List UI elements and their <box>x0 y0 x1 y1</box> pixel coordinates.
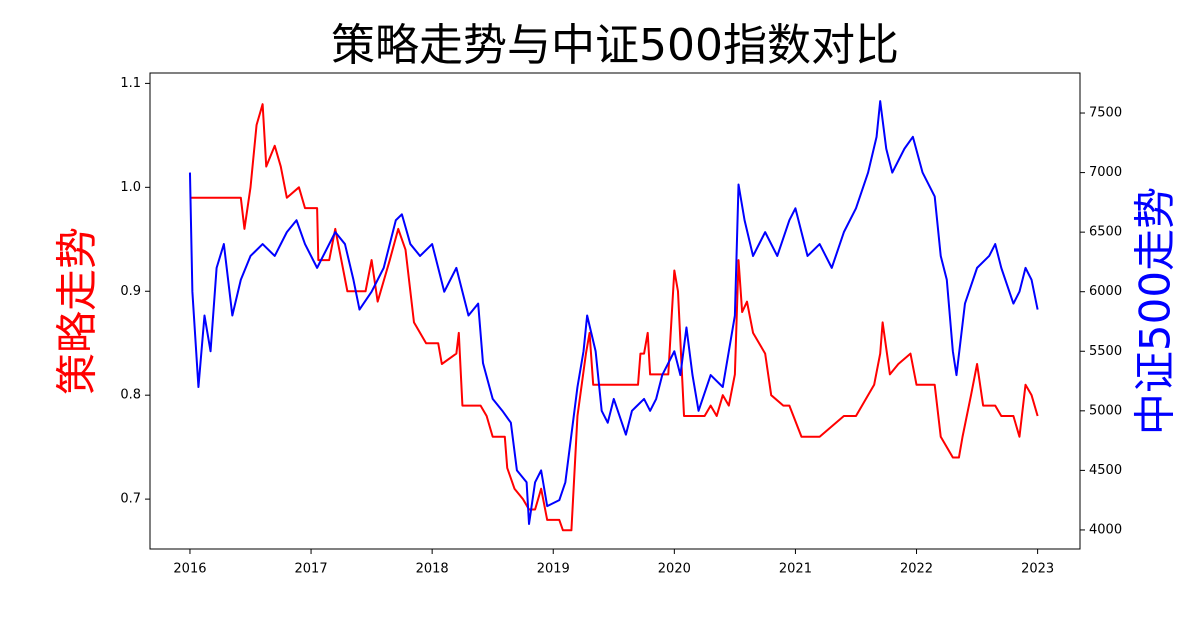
y2-tick-label: 4500 <box>1089 463 1122 478</box>
y-tick-label: 1.0 <box>120 180 141 195</box>
x-tick-label: 2022 <box>900 562 933 577</box>
x-tick-label: 2019 <box>537 562 570 577</box>
y2-tick-label: 6000 <box>1089 284 1122 299</box>
y2-tick-label: 5000 <box>1089 403 1122 418</box>
plot-frame <box>149 72 1081 550</box>
y-tick-label: 1.1 <box>120 76 141 91</box>
x-tick-label: 2023 <box>1021 562 1054 577</box>
y-tick-label: 0.9 <box>120 284 141 299</box>
y-tick-label: 0.8 <box>120 388 141 403</box>
x-tick-label: 2018 <box>416 562 449 577</box>
y2-tick-label: 5500 <box>1089 344 1122 359</box>
chart-title: 策略走势与中证500指数对比 <box>331 20 899 71</box>
y2-axis-label: 中证500走势 <box>1131 187 1180 435</box>
y-tick-label: 0.7 <box>120 492 141 507</box>
y2-tick-label: 6500 <box>1089 225 1122 240</box>
x-tick-label: 2016 <box>173 562 206 577</box>
y2-tick-label: 4000 <box>1089 522 1122 537</box>
x-tick-label: 2020 <box>658 562 691 577</box>
y2-tick-label: 7500 <box>1089 106 1122 121</box>
x-tick-label: 2017 <box>295 562 328 577</box>
series-line <box>188 100 1039 525</box>
y2-tick-label: 7000 <box>1089 165 1122 180</box>
x-tick-label: 2021 <box>779 562 812 577</box>
series-line <box>189 103 1039 532</box>
y-axis-label: 策略走势 <box>53 227 102 395</box>
